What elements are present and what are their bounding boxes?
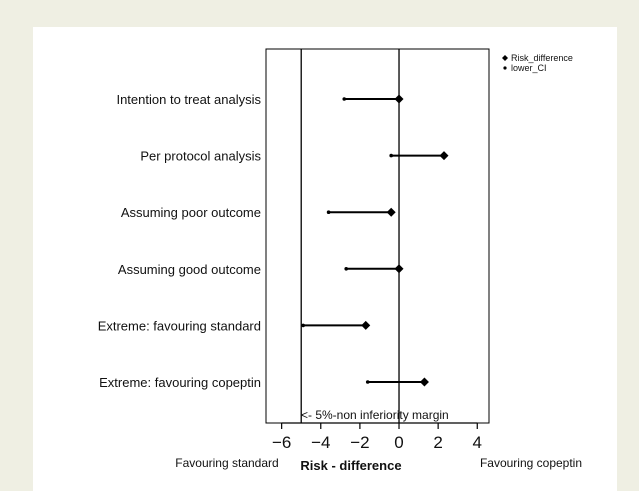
- risk-difference-point-4: [361, 320, 371, 330]
- legend: Risk_difference lower_CI: [502, 53, 573, 73]
- y-category-label-4: Extreme: favouring standard: [98, 318, 261, 333]
- risk-difference-point-0: [394, 94, 404, 104]
- legend-dot-icon: [503, 66, 507, 70]
- margin-label: <- 5%-non inferiority margin: [301, 408, 449, 422]
- forest-plot: −6 −4 −2 0 2 4 Intention to treat analysis Per…: [98, 48, 582, 473]
- lower-ci-point-5: [365, 380, 370, 384]
- x-tick-label-1: −4: [311, 433, 330, 452]
- lower-ci-point-2: [326, 210, 331, 214]
- legend-diamond-icon: [502, 55, 508, 61]
- legend-label-risk-difference: Risk_difference: [511, 53, 573, 63]
- risk-difference-point-2: [386, 207, 396, 217]
- y-category-label-2: Assuming poor outcome: [121, 205, 261, 220]
- plot-area-border: [265, 48, 490, 424]
- x-axis: −6 −4 −2 0 2 4: [272, 422, 482, 452]
- x-tick-label-3: 0: [394, 433, 403, 452]
- lower-ci-point-0: [342, 97, 347, 101]
- y-category-label-5: Extreme: favouring copeptin: [99, 375, 261, 390]
- x-tick-label-5: 4: [473, 433, 482, 452]
- y-category-label-0: Intention to treat analysis: [116, 92, 261, 107]
- x-tick-label-0: −6: [272, 433, 291, 452]
- x-tick-label-2: −2: [350, 433, 369, 452]
- risk-difference-point-3: [394, 264, 404, 274]
- legend-label-lower-ci: lower_CI: [511, 63, 547, 73]
- lower-ci-point-3: [344, 267, 349, 271]
- x-tick-label-4: 2: [433, 433, 442, 452]
- lower-ci-point-1: [389, 153, 393, 158]
- chart-frame: −6 −4 −2 0 2 4 Intention to treat analysis Per…: [33, 27, 617, 491]
- y-category-label-1: Per protocol analysis: [140, 149, 261, 164]
- annotation-favouring-copeptin: Favouring copeptin: [480, 456, 582, 470]
- risk-difference-point-5: [419, 377, 429, 387]
- plot-marks: [300, 49, 449, 423]
- x-axis-title: Risk - difference: [300, 458, 401, 473]
- y-axis-labels: Intention to treat analysis Per protocol …: [98, 92, 262, 390]
- annotation-favouring-standard: Favouring standard: [175, 456, 278, 470]
- risk-difference-point-1: [439, 151, 449, 161]
- y-category-label-3: Assuming good outcome: [118, 262, 261, 277]
- lower-ci-point-4: [301, 323, 305, 328]
